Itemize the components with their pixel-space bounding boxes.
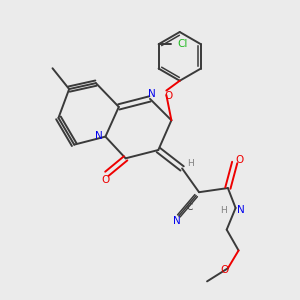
Text: O: O	[101, 175, 110, 185]
Text: C: C	[186, 203, 193, 212]
Text: N: N	[237, 205, 245, 215]
Text: N: N	[148, 89, 155, 99]
Text: O: O	[235, 155, 243, 165]
Text: O: O	[165, 91, 173, 100]
Text: O: O	[220, 265, 228, 275]
Text: H: H	[220, 206, 227, 215]
Text: H: H	[187, 159, 194, 168]
Text: Cl: Cl	[177, 39, 188, 49]
Text: N: N	[173, 216, 181, 226]
Text: N: N	[95, 131, 103, 141]
